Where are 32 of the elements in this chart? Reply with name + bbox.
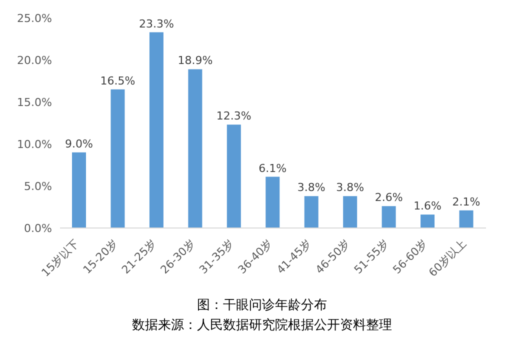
data-label: 9.0%: [65, 137, 93, 150]
x-tick-label: 15岁以下: [39, 236, 82, 280]
data-label: 6.1%: [258, 162, 287, 175]
bar: [226, 124, 241, 228]
data-label: 2.6%: [374, 191, 403, 204]
data-label: 12.3%: [216, 110, 252, 123]
data-label: 1.6%: [414, 200, 442, 213]
data-label: 18.9%: [178, 54, 213, 68]
bar: [188, 69, 202, 228]
y-tick-label: 5.0%: [24, 180, 52, 193]
y-tick-label: 25.0%: [17, 12, 52, 25]
text: 图：干眼问诊年龄分布: [196, 297, 328, 314]
source-note: 数据来源：人民数据研究院根据公开资料整理: [131, 317, 393, 334]
y-tick-label: 20.0%: [17, 54, 52, 67]
bar: [459, 210, 474, 228]
bar: [420, 214, 435, 228]
bar: [72, 152, 86, 228]
data-label: 23.3%: [138, 17, 174, 30]
bar: [343, 196, 358, 228]
data-label: 3.8%: [297, 181, 326, 194]
data-label: 2.1%: [452, 195, 480, 208]
bar: [110, 89, 125, 228]
bar: [304, 196, 318, 228]
x-tick-label: 60岁以上: [426, 236, 469, 280]
y-tick-label: 10.0%: [17, 138, 52, 151]
data-label: 3.8%: [336, 181, 364, 194]
bar: [266, 176, 280, 228]
bar: [149, 32, 164, 228]
y-tick-label: 0.0%: [24, 222, 52, 235]
data-label: 16.5%: [100, 74, 136, 88]
y-tick-label: 15.0%: [17, 96, 52, 109]
bar: [382, 206, 396, 228]
